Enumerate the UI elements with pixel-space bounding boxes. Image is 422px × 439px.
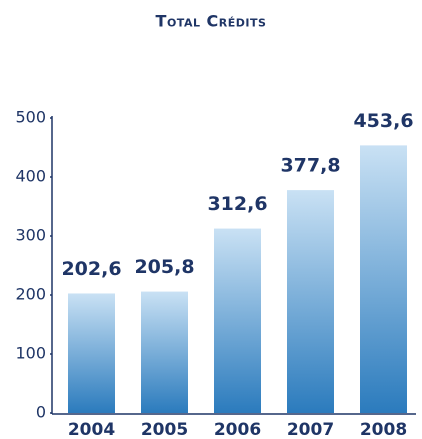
- y-tick-label: 300: [15, 226, 46, 245]
- value-label: 202,6: [61, 258, 121, 280]
- bar: [360, 145, 407, 413]
- bar: [214, 228, 261, 413]
- y-tick-label: 500: [15, 108, 46, 127]
- y-tick-label: 400: [15, 167, 46, 186]
- bar: [141, 291, 188, 413]
- value-label: 453,6: [353, 110, 413, 132]
- x-tick-label: 2006: [214, 420, 261, 439]
- y-tick-label: 100: [15, 344, 46, 363]
- y-tick-label: 0: [36, 403, 46, 422]
- x-tick-label: 2007: [287, 420, 334, 439]
- value-label: 205,8: [134, 256, 194, 278]
- x-tick-label: 2005: [141, 420, 188, 439]
- value-label: 377,8: [280, 155, 340, 177]
- bar: [287, 190, 334, 413]
- chart-title: Total Crédits: [156, 12, 267, 31]
- x-tick-label: 2008: [360, 420, 407, 439]
- value-label: 312,6: [207, 193, 267, 215]
- bar: [68, 293, 115, 413]
- x-tick-label: 2004: [68, 420, 115, 439]
- y-tick-label: 200: [15, 285, 46, 304]
